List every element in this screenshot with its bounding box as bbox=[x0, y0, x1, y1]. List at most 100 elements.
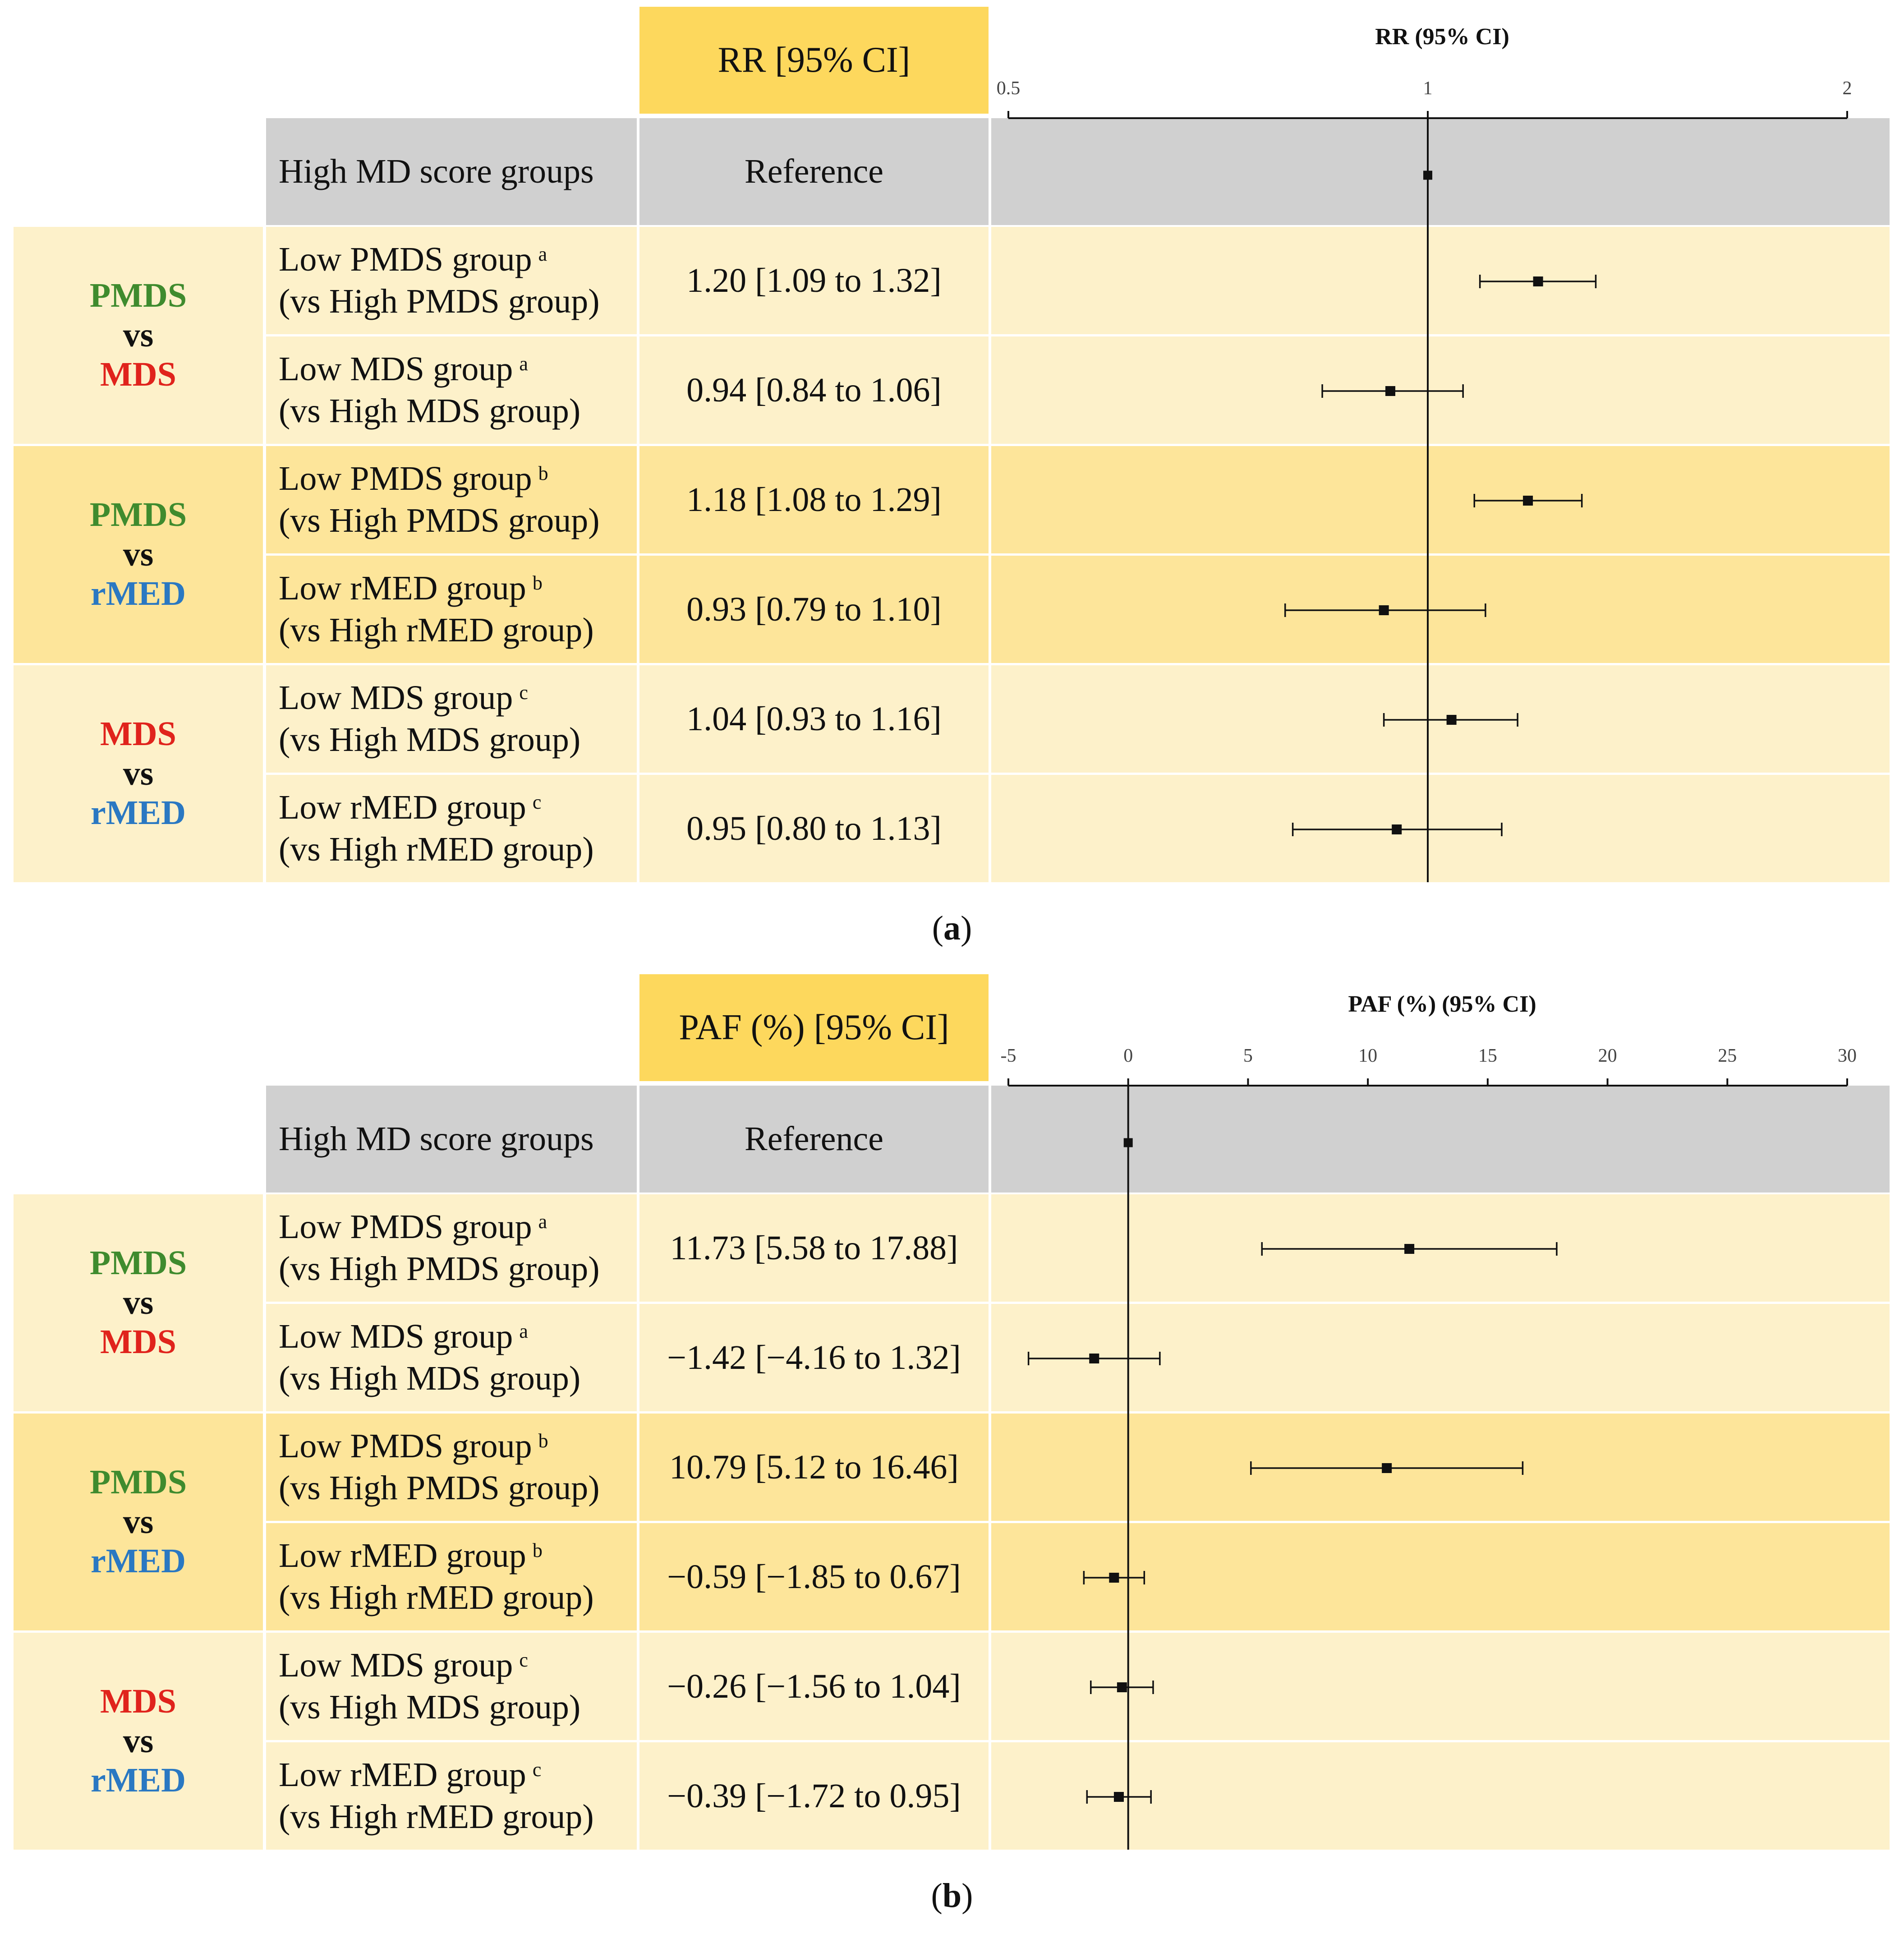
value-column-header: PAF (%) [95% CI] bbox=[639, 974, 989, 1081]
row-label: Low MDS group c (vs High MDS group) bbox=[266, 1633, 637, 1740]
row-label-line2: (vs High rMED group) bbox=[279, 830, 594, 868]
row-label-text: Low MDS group a (vs High MDS group) bbox=[279, 348, 580, 432]
row-plot-bg bbox=[991, 336, 1890, 444]
row-label: Low PMDS group a (vs High PMDS group) bbox=[266, 227, 637, 334]
tick-label: 25 bbox=[1718, 1045, 1737, 1066]
comparison-part: PMDS bbox=[89, 276, 187, 315]
row-label-line1: Low rMED group b bbox=[279, 567, 594, 609]
point-estimate bbox=[1382, 1463, 1392, 1473]
panel-a: RR [95% CI] RR (95% CI) 0.5 1 2 High MD score… bbox=[0, 0, 1904, 956]
row-label: Low rMED group c (vs High rMED group) bbox=[266, 1742, 637, 1850]
row-plot-bg bbox=[991, 227, 1890, 334]
row-label-line1: Low PMDS group b bbox=[279, 1425, 600, 1467]
row-value: −0.26 [−1.56 to 1.04] bbox=[639, 1633, 989, 1740]
comparison-part: rMED bbox=[90, 794, 186, 832]
comparison-part: vs bbox=[123, 1283, 154, 1322]
tick-label: 1 bbox=[1423, 78, 1433, 99]
comparison-part: vs bbox=[123, 316, 154, 354]
row-label-text: Low MDS group a (vs High MDS group) bbox=[279, 1316, 580, 1399]
row-label-line1: Low MDS group a bbox=[279, 348, 580, 390]
row-label-text: Low MDS group c (vs High MDS group) bbox=[279, 1644, 580, 1728]
reference-row-plot-bg bbox=[991, 118, 1890, 225]
row-label-text: Low rMED group c (vs High rMED group) bbox=[279, 787, 594, 870]
row-label-footnote: c bbox=[519, 682, 528, 704]
row-label-footnote: b bbox=[538, 462, 548, 485]
row-label-line2: (vs High rMED group) bbox=[279, 611, 594, 649]
caption-open-paren: ( bbox=[931, 1877, 943, 1915]
row-label-main: Low MDS group bbox=[279, 1646, 513, 1685]
point-estimate bbox=[1404, 1244, 1415, 1254]
row-value: 0.95 [0.80 to 1.13] bbox=[639, 775, 989, 882]
row-label-footnote: a bbox=[519, 353, 528, 375]
row-label-line2: (vs High MDS group) bbox=[279, 1688, 581, 1726]
point-estimate bbox=[1385, 386, 1395, 396]
caption-open-paren: ( bbox=[932, 909, 943, 947]
row-label-footnote: c bbox=[532, 791, 542, 814]
comparison-part: MDS bbox=[100, 355, 176, 394]
row-label-text: Low rMED group c (vs High rMED group) bbox=[279, 1754, 594, 1837]
comparison-group-label: MDS vs rMED bbox=[14, 1633, 263, 1850]
reference-row-value: Reference bbox=[639, 1086, 989, 1193]
row-label-footnote: b bbox=[538, 1430, 548, 1452]
tick-label: 2 bbox=[1842, 78, 1852, 99]
comparison-part: MDS bbox=[100, 1323, 176, 1361]
reference-row-label: High MD score groups bbox=[266, 1086, 637, 1193]
caption-close-paren: ) bbox=[961, 909, 972, 947]
caption-close-paren: ) bbox=[961, 1877, 973, 1915]
tick-label: 15 bbox=[1478, 1045, 1497, 1066]
tick-label: 0.5 bbox=[996, 78, 1021, 99]
point-estimate bbox=[1533, 276, 1543, 286]
row-label-footnote: c bbox=[532, 1759, 542, 1781]
reference-row-plot-bg bbox=[991, 1086, 1890, 1193]
caption-letter: b bbox=[942, 1877, 962, 1915]
panel-b: PAF (%) [95% CI] PAF (%) (95% CI) -5 0 5 10 15… bbox=[0, 967, 1904, 1934]
row-label: Low PMDS group b (vs High PMDS group) bbox=[266, 446, 637, 553]
point-estimate bbox=[1117, 1682, 1127, 1692]
row-label-line2: (vs High MDS group) bbox=[279, 392, 581, 430]
row-plot-bg bbox=[991, 1633, 1890, 1740]
value-column-header: RR [95% CI] bbox=[639, 7, 989, 114]
row-label-main: Low MDS group bbox=[279, 1317, 513, 1356]
comparison-part: rMED bbox=[90, 1542, 186, 1580]
panel-caption: (b) bbox=[0, 1876, 1904, 1916]
comparison-part: rMED bbox=[90, 575, 186, 613]
comparison-part: vs bbox=[123, 1502, 154, 1541]
row-label: Low MDS group a (vs High MDS group) bbox=[266, 1304, 637, 1411]
row-plot-bg bbox=[991, 1523, 1890, 1630]
row-label-line2: (vs High PMDS group) bbox=[279, 1469, 600, 1507]
forest-plot-svg bbox=[1007, 111, 1848, 882]
row-label-text: Low PMDS group b (vs High PMDS group) bbox=[279, 1425, 600, 1509]
row-value: 0.93 [0.79 to 1.10] bbox=[639, 556, 989, 663]
row-label-line2: (vs High PMDS group) bbox=[279, 1250, 600, 1288]
row-label-text: Low PMDS group b (vs High PMDS group) bbox=[279, 458, 600, 541]
row-label-footnote: a bbox=[538, 243, 547, 266]
row-label-main: Low rMED group bbox=[279, 1537, 526, 1575]
row-plot-bg bbox=[991, 1304, 1890, 1411]
row-label-line1: Low rMED group b bbox=[279, 1535, 594, 1577]
row-label-footnote: a bbox=[519, 1320, 528, 1343]
row-label-footnote: b bbox=[532, 1539, 543, 1562]
comparison-group-label: PMDS vs MDS bbox=[14, 227, 263, 444]
reference-point bbox=[1423, 170, 1432, 180]
point-estimate bbox=[1392, 824, 1402, 834]
row-label-line2: (vs High PMDS group) bbox=[279, 282, 600, 320]
row-label-text: Low PMDS group a (vs High PMDS group) bbox=[279, 239, 600, 322]
tick-label: 0 bbox=[1123, 1045, 1133, 1066]
row-plot-bg bbox=[991, 556, 1890, 663]
comparison-part: PMDS bbox=[89, 496, 187, 534]
row-label-text: Low MDS group c (vs High MDS group) bbox=[279, 677, 580, 760]
row-label: Low rMED group b (vs High rMED group) bbox=[266, 1523, 637, 1630]
row-value: −0.59 [−1.85 to 0.67] bbox=[639, 1523, 989, 1630]
row-label-line1: Low PMDS group a bbox=[279, 1206, 600, 1248]
row-label-main: Low PMDS group bbox=[279, 460, 532, 498]
point-estimate bbox=[1379, 605, 1389, 615]
forest-plot-svg bbox=[1007, 1078, 1848, 1850]
reference-row-label: High MD score groups bbox=[266, 118, 637, 225]
comparison-group-label: MDS vs rMED bbox=[14, 665, 263, 882]
row-value: 1.18 [1.08 to 1.29] bbox=[639, 446, 989, 553]
row-value: 10.79 [5.12 to 16.46] bbox=[639, 1414, 989, 1521]
row-label-line1: Low rMED group c bbox=[279, 787, 594, 829]
axis-title: RR (95% CI) bbox=[1375, 24, 1509, 50]
comparison-part: vs bbox=[123, 1722, 154, 1760]
point-estimate bbox=[1113, 1792, 1124, 1802]
